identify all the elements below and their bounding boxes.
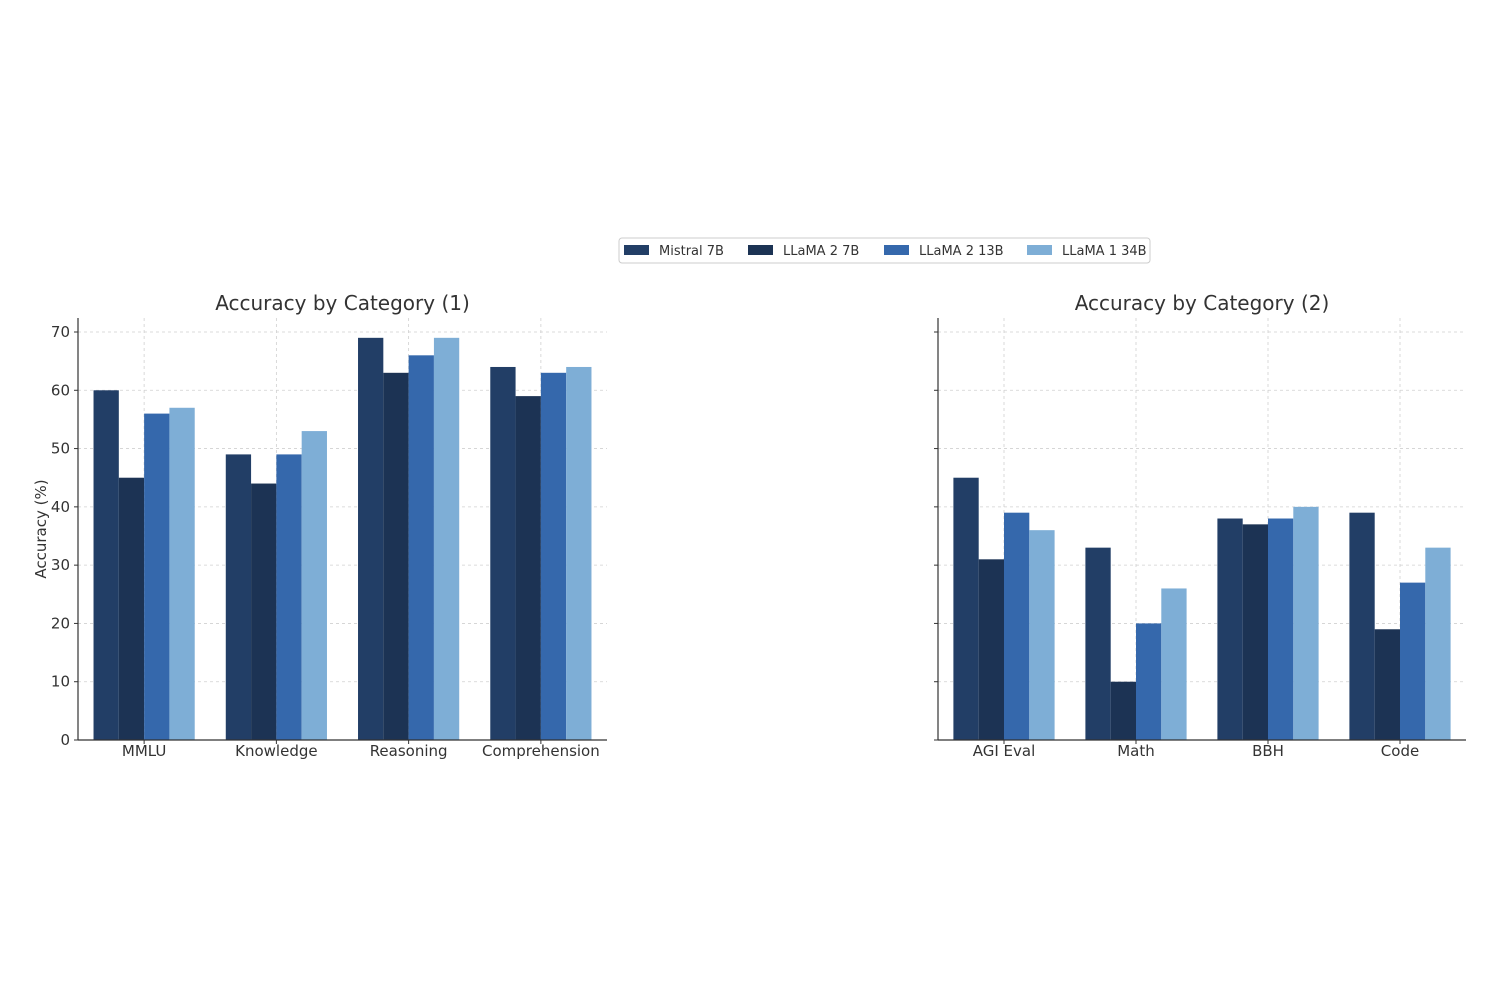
- x-tick-label: MMLU: [122, 742, 166, 760]
- bar: [1217, 518, 1243, 740]
- bar: [1004, 512, 1030, 740]
- bar: [169, 407, 195, 740]
- x-tick-label: Comprehension: [482, 742, 600, 760]
- legend-swatch: [884, 245, 909, 255]
- y-axis-label: Accuracy (%): [32, 479, 50, 578]
- bar: [1242, 524, 1268, 740]
- chart-panel-1: 0 10 20 30 40 50 60 70 MMLU Knowledge Reasoning Com…: [32, 291, 607, 760]
- bar: [408, 355, 434, 740]
- bar: [144, 413, 170, 740]
- chart-panel-2: AGI Eval Math BBH Code Accuracy by Category …: [934, 291, 1466, 760]
- bars: [953, 477, 1451, 740]
- y-tick-label: 70: [51, 323, 70, 341]
- bar: [383, 372, 409, 740]
- bar: [1400, 582, 1426, 740]
- bar: [1268, 518, 1294, 740]
- bar: [1136, 623, 1162, 740]
- bar: [1293, 506, 1319, 740]
- bar: [1085, 547, 1111, 740]
- chart-title: Accuracy by Category (1): [215, 291, 470, 315]
- y-tick-label: 10: [51, 673, 70, 691]
- legend-swatch: [748, 245, 773, 255]
- legend-swatch: [624, 245, 649, 255]
- bar: [225, 454, 252, 740]
- bar: [1161, 588, 1187, 740]
- bar: [490, 366, 516, 740]
- chart-title: Accuracy by Category (2): [1075, 291, 1330, 315]
- bar: [358, 337, 384, 740]
- legend: Mistral 7B LLaMA 2 7B LLaMA 2 13B LLaMA 1 3…: [618, 237, 1151, 264]
- x-tick-label: Reasoning: [370, 742, 448, 760]
- x-tick-label: BBH: [1252, 742, 1284, 760]
- bar: [540, 372, 567, 740]
- bar: [515, 396, 541, 740]
- bar: [251, 483, 277, 740]
- bar: [276, 454, 302, 740]
- x-tick-label: Knowledge: [235, 742, 317, 760]
- x-tick-label: Math: [1117, 742, 1155, 760]
- bar: [118, 477, 145, 740]
- bar: [1425, 547, 1451, 740]
- legend-label: LLaMA 2 13B: [919, 244, 1004, 259]
- y-tick-label: 30: [51, 556, 70, 574]
- x-tick-label: Code: [1381, 742, 1419, 760]
- bar: [301, 431, 327, 740]
- legend-label: LLaMA 1 34B: [1062, 244, 1147, 259]
- bar: [93, 390, 119, 740]
- bar: [433, 337, 460, 740]
- y-tick-label: 20: [51, 614, 70, 632]
- y-tick-label: 60: [51, 381, 70, 399]
- legend-label: LLaMA 2 7B: [783, 244, 859, 259]
- legend-swatch: [1027, 245, 1052, 255]
- bar: [953, 477, 979, 740]
- bars: [93, 337, 592, 740]
- x-tick-label: AGI Eval: [973, 742, 1036, 760]
- bar: [1349, 512, 1375, 740]
- y-tick-label: 50: [51, 440, 70, 458]
- bar: [978, 559, 1004, 740]
- bar: [566, 366, 592, 740]
- y-tick-label: 40: [51, 498, 70, 516]
- bar: [1374, 629, 1400, 740]
- bar: [1029, 530, 1055, 740]
- bar: [1110, 681, 1136, 740]
- y-tick-label: 0: [60, 731, 70, 749]
- legend-label: Mistral 7B: [659, 244, 724, 259]
